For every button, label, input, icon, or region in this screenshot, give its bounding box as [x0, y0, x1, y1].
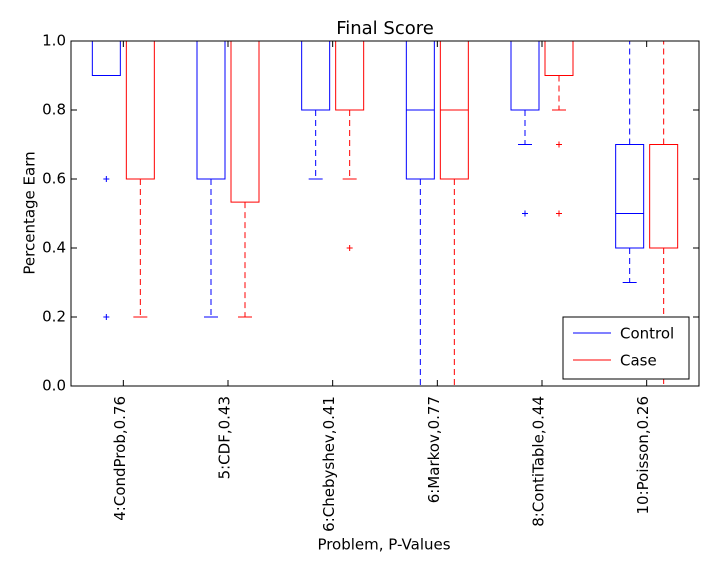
- x-tick-label: 5:CDF,0.43: [216, 396, 234, 479]
- legend-label: Control: [620, 325, 674, 343]
- flier: [103, 314, 110, 320]
- flier: [103, 176, 110, 182]
- flier: [522, 210, 528, 217]
- y-tick-label: 0.8: [42, 101, 66, 119]
- flier: [556, 210, 562, 217]
- y-tick-label: 0.4: [42, 239, 66, 257]
- flier: [556, 141, 562, 148]
- box: [615, 144, 645, 249]
- x-tick-label: 6:Markov,0.77: [425, 396, 443, 503]
- x-tick-label: 6:Chebyshev,0.41: [320, 396, 338, 532]
- y-tick-label: 0.0: [42, 377, 66, 395]
- y-axis-label: Percentage Earn: [21, 151, 39, 274]
- x-tick-label: 4:CondProb,0.76: [111, 396, 129, 521]
- x-axis-label: Problem, P-Values: [317, 536, 450, 554]
- flier: [346, 245, 353, 251]
- chart-title: Final Score: [336, 18, 434, 39]
- legend-box: [562, 316, 690, 380]
- plot-frame: [70, 40, 700, 387]
- y-tick-label: 0.2: [42, 308, 66, 326]
- x-tick-label: 8:ContiTable,0.44: [530, 396, 548, 527]
- y-tick-label: 1.0: [42, 32, 66, 50]
- legend-label: Case: [620, 352, 657, 370]
- y-tick-label: 0.6: [42, 170, 66, 188]
- x-tick-label: 10:Poisson,0.26: [634, 396, 652, 514]
